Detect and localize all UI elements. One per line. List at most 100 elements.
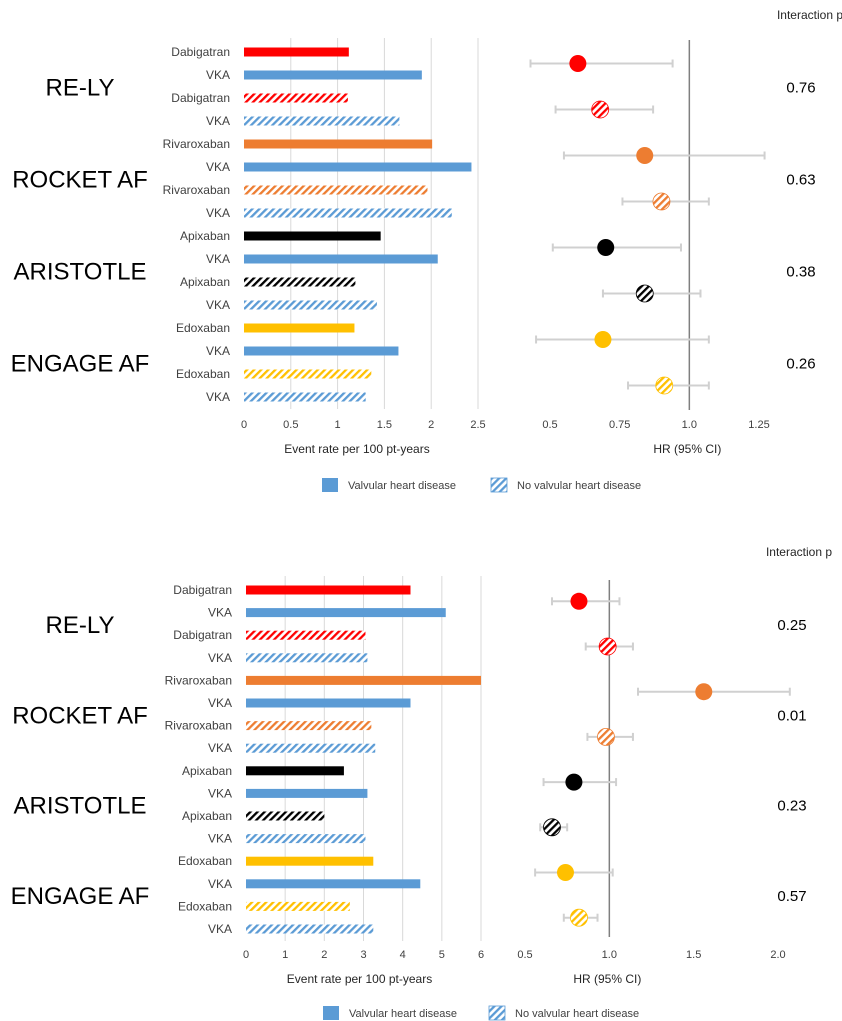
legend-label-valvular: Valvular heart disease — [349, 1008, 457, 1020]
hr-point-rivaroxaban-valvular — [636, 147, 654, 164]
bar-vka-no-valvular — [246, 924, 374, 934]
bar-x-tick-label: 2 — [428, 419, 434, 431]
bar-rivaroxaban-no-valvular — [246, 721, 372, 731]
hr-x-tick-label: 1.0 — [602, 949, 617, 961]
hr-point-rivaroxaban-no-valvular — [652, 192, 671, 211]
legend-swatch-no-valvular — [490, 477, 508, 493]
interaction-p-header: Interaction p — [777, 8, 842, 22]
trial-name: ENGAGE AF — [11, 351, 150, 378]
bar-dabigatran-valvular — [246, 585, 411, 595]
hr-point-apixaban-valvular — [597, 239, 615, 256]
bar-edoxaban-no-valvular — [244, 369, 372, 379]
bar-vka-valvular — [244, 70, 422, 80]
interaction-p-value: 0.25 — [777, 617, 806, 634]
row-label-vka: VKA — [206, 252, 230, 266]
bar-x-tick-label: 0.5 — [283, 419, 298, 431]
interaction-p-value: 0.23 — [777, 798, 806, 815]
bar-rivaroxaban-no-valvular — [244, 185, 428, 195]
bar-x-tick-label: 1 — [282, 949, 288, 961]
hr-point-dabigatran-no-valvular — [591, 100, 610, 119]
hr-x-tick-label: 1.25 — [748, 419, 769, 431]
bar-rivaroxaban-valvular — [246, 675, 481, 685]
legend-swatch-valvular — [322, 478, 338, 492]
row-label-rivaroxaban: Rivaroxaban — [165, 719, 232, 733]
bar-rivaroxaban-valvular — [244, 139, 433, 149]
hr-point-rivaroxaban-no-valvular — [597, 728, 615, 746]
panel-top: 0 0.5 1 1.5 2 2.5 Event rate per 100 pt-years D… — [11, 8, 842, 493]
panel-bottom: 0 1 2 3 4 5 6 Event rate per 100 pt-years Dabiga… — [11, 545, 832, 1021]
row-label-edoxaban: Edoxaban — [178, 854, 232, 868]
row-label-rivaroxaban: Rivaroxaban — [165, 673, 232, 687]
row-label-apixaban: Apixaban — [182, 809, 232, 823]
bar-x-tick-label: 4 — [400, 949, 406, 961]
hr-point-edoxaban-valvular — [594, 331, 612, 348]
hr-point-edoxaban-no-valvular — [655, 376, 674, 395]
hr-point-rivaroxaban-valvular — [695, 683, 713, 701]
hr-x-axis-label: HR (95% CI) — [573, 972, 641, 986]
legend-label-valvular: Valvular heart disease — [348, 480, 456, 492]
row-label-rivaroxaban: Rivaroxaban — [163, 137, 230, 151]
hr-x-tick-label: 0.75 — [609, 419, 630, 431]
bar-x-tick-label: 0 — [241, 419, 247, 431]
row-label-vka: VKA — [208, 832, 232, 846]
bar-dabigatran-no-valvular — [244, 93, 348, 103]
trial-name: ROCKET AF — [12, 702, 148, 729]
trial-name: RE-LY — [46, 75, 115, 102]
interaction-p-value: 0.57 — [777, 888, 806, 905]
bar-x-tick-label: 0 — [243, 949, 249, 961]
bar-vka-valvular — [244, 346, 399, 356]
interaction-p-value: 0.63 — [786, 172, 815, 189]
bar-dabigatran-valvular — [244, 47, 349, 57]
row-label-vka: VKA — [206, 114, 230, 128]
hr-x-axis-label: HR (95% CI) — [653, 442, 721, 456]
hr-point-apixaban-no-valvular — [635, 284, 654, 303]
legend-swatch-no-valvular — [488, 1005, 506, 1021]
trial-name: RE-LY — [46, 612, 115, 639]
hr-x-tick-label: 0.5 — [542, 419, 557, 431]
hr-x-tick-label: 0.5 — [517, 949, 532, 961]
row-label-vka: VKA — [206, 344, 230, 358]
bar-dabigatran-no-valvular — [246, 630, 366, 640]
row-label-vka: VKA — [208, 651, 232, 665]
bar-vka-no-valvular — [246, 743, 376, 753]
row-label-apixaban: Apixaban — [180, 275, 230, 289]
interaction-p-header: Interaction p — [766, 545, 832, 559]
row-label-dabigatran: Dabigatran — [171, 45, 230, 59]
interaction-p-value: 0.26 — [786, 356, 815, 373]
row-label-vka: VKA — [208, 741, 232, 755]
bar-x-tick-label: 1 — [335, 419, 341, 431]
bar-x-tick-label: 5 — [439, 949, 445, 961]
row-label-dabigatran: Dabigatran — [171, 91, 230, 105]
bar-vka-valvular — [246, 879, 421, 889]
trial-name: ROCKET AF — [12, 167, 148, 194]
bar-x-axis-label: Event rate per 100 pt-years — [284, 442, 429, 456]
bar-vka-no-valvular — [244, 208, 452, 218]
row-label-apixaban: Apixaban — [180, 229, 230, 243]
bar-edoxaban-valvular — [244, 323, 355, 333]
hr-point-dabigatran-valvular — [570, 592, 588, 610]
bar-vka-no-valvular — [246, 834, 366, 844]
bar-vka-no-valvular — [244, 392, 366, 402]
bar-vka-valvular — [246, 608, 446, 618]
hr-point-apixaban-no-valvular — [543, 818, 561, 837]
row-label-vka: VKA — [206, 68, 230, 82]
row-label-vka: VKA — [206, 390, 230, 404]
legend-label-no-valvular: No valvular heart disease — [515, 1008, 639, 1020]
row-label-rivaroxaban: Rivaroxaban — [163, 183, 230, 197]
hr-x-tick-label: 1.0 — [682, 419, 697, 431]
interaction-p-value: 0.01 — [777, 707, 806, 724]
bar-x-tick-label: 2 — [321, 949, 327, 961]
row-label-edoxaban: Edoxaban — [176, 367, 230, 381]
legend-label-no-valvular: No valvular heart disease — [517, 480, 641, 492]
row-label-edoxaban: Edoxaban — [178, 899, 232, 913]
hr-point-edoxaban-no-valvular — [570, 908, 588, 927]
hr-point-dabigatran-no-valvular — [598, 637, 617, 656]
bar-vka-valvular — [244, 254, 438, 264]
row-label-dabigatran: Dabigatran — [173, 583, 232, 597]
row-label-vka: VKA — [206, 298, 230, 312]
row-label-vka: VKA — [206, 206, 230, 220]
hr-point-apixaban-valvular — [565, 773, 583, 791]
legend-swatch-valvular — [323, 1006, 339, 1020]
bar-apixaban-valvular — [244, 231, 381, 241]
row-label-vka: VKA — [208, 606, 232, 620]
